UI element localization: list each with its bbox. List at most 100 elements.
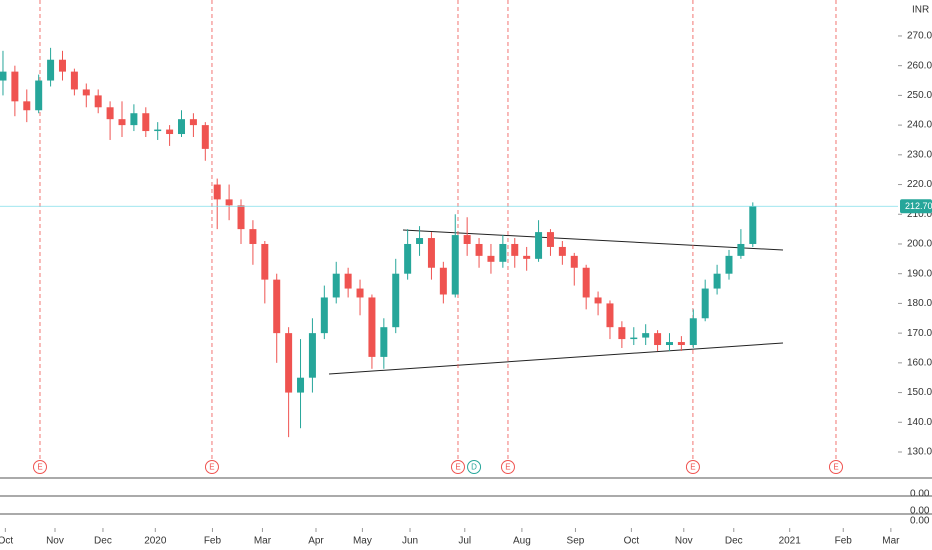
- candle-body: [320, 297, 328, 334]
- currency-label: INR: [912, 5, 929, 16]
- candle-body: [273, 279, 281, 334]
- x-tick-label: Jul: [458, 536, 471, 547]
- candle-body: [499, 243, 507, 262]
- candle-body: [439, 267, 447, 295]
- y-tick-label: 160.00: [907, 357, 932, 368]
- y-tick-label: 130.00: [907, 447, 932, 458]
- candle-body: [11, 71, 19, 102]
- candle-body: [416, 238, 424, 244]
- candle-body: [308, 333, 316, 378]
- candle-body: [535, 232, 543, 259]
- y-tick-label: 250.00: [907, 90, 932, 101]
- x-tick-label: Oct: [0, 536, 13, 547]
- candle-body: [523, 255, 531, 259]
- y-tick-label: 180.00: [907, 298, 932, 309]
- event-label: E: [505, 463, 510, 472]
- x-tick-label: Mar: [254, 536, 272, 547]
- candle-body: [237, 205, 245, 230]
- candle-body: [582, 267, 590, 298]
- x-tick-label: Nov: [46, 536, 64, 547]
- candle-body: [118, 119, 126, 126]
- y-tick-label: 190.00: [907, 268, 932, 279]
- candle-body: [94, 95, 102, 108]
- x-tick-label: Oct: [624, 536, 640, 547]
- candle-body: [130, 113, 138, 126]
- candle-body: [178, 119, 186, 135]
- candle-body: [82, 89, 90, 96]
- x-tick-label: Dec: [94, 536, 112, 547]
- candle-body: [189, 119, 197, 126]
- candle-body: [463, 235, 471, 244]
- candle-body: [368, 297, 376, 357]
- candle-body: [487, 255, 495, 262]
- candle-body: [558, 246, 566, 256]
- candle-body: [344, 273, 352, 289]
- candle-body: [106, 107, 114, 120]
- event-label: E: [209, 463, 214, 472]
- y-tick-label: 220.00: [907, 179, 932, 190]
- y-tick-label: 230.00: [907, 149, 932, 160]
- y-tick-label: 260.00: [907, 60, 932, 71]
- x-tick-label: May: [353, 536, 372, 547]
- x-tick-label: 2020: [144, 536, 167, 547]
- x-tick-label: Nov: [675, 536, 693, 547]
- candle-body: [70, 71, 78, 90]
- candle-body: [642, 333, 650, 338]
- x-tick-label: 2021: [779, 536, 802, 547]
- x-tick-label: Feb: [835, 536, 853, 547]
- y-tick-label: 210.00: [907, 209, 932, 220]
- candle-body: [701, 288, 709, 319]
- event-marker: [32, 460, 47, 474]
- event-marker: [467, 460, 482, 474]
- candle-body: [332, 273, 340, 298]
- y-tick-label: 140.00: [907, 417, 932, 428]
- candle-body: [630, 337, 638, 340]
- candle-body: [0, 71, 7, 81]
- candle-body: [356, 288, 364, 298]
- y-tick-label: 200.00: [907, 239, 932, 250]
- event-label: E: [690, 463, 695, 472]
- candle-body: [713, 273, 721, 289]
- y-tick-label: 270.00: [907, 31, 932, 42]
- trend-line-lower: [328, 342, 784, 375]
- indicator-label: 0.00: [910, 489, 930, 500]
- candle-body: [689, 318, 697, 346]
- event-label: D: [471, 463, 477, 472]
- candle-body: [654, 333, 662, 346]
- event-marker: [685, 460, 700, 474]
- x-tick-label: Sep: [567, 536, 585, 547]
- candle-body: [154, 129, 162, 132]
- candle-body: [725, 255, 733, 274]
- candle-body: [35, 80, 43, 111]
- candle-body: [297, 377, 305, 393]
- last-price-box: [900, 199, 932, 214]
- trend-line-upper: [402, 229, 784, 251]
- candle-body: [737, 243, 745, 256]
- indicator-label: 0.00: [910, 516, 930, 527]
- event-marker: [204, 460, 219, 474]
- x-tick-label: Mar: [882, 536, 900, 547]
- candle-body: [511, 243, 519, 256]
- candle-body: [213, 184, 221, 200]
- candle-body: [225, 199, 233, 206]
- candle-body: [427, 238, 435, 268]
- candle-body: [606, 303, 614, 328]
- candle-body: [475, 243, 483, 256]
- y-tick-label: 240.00: [907, 120, 932, 131]
- candle-body: [23, 101, 31, 111]
- candle-body: [618, 327, 626, 340]
- x-tick-label: Feb: [204, 536, 222, 547]
- candle-body: [285, 333, 293, 393]
- event-marker: [500, 460, 515, 474]
- event-label: E: [455, 463, 460, 472]
- candle-body: [665, 342, 673, 346]
- candle-body: [749, 206, 757, 244]
- candle-body: [249, 229, 257, 244]
- candle-body: [47, 59, 55, 81]
- event-label: E: [833, 463, 838, 472]
- candle-body: [166, 129, 174, 135]
- candle-body: [380, 327, 388, 357]
- candle-body: [261, 243, 269, 280]
